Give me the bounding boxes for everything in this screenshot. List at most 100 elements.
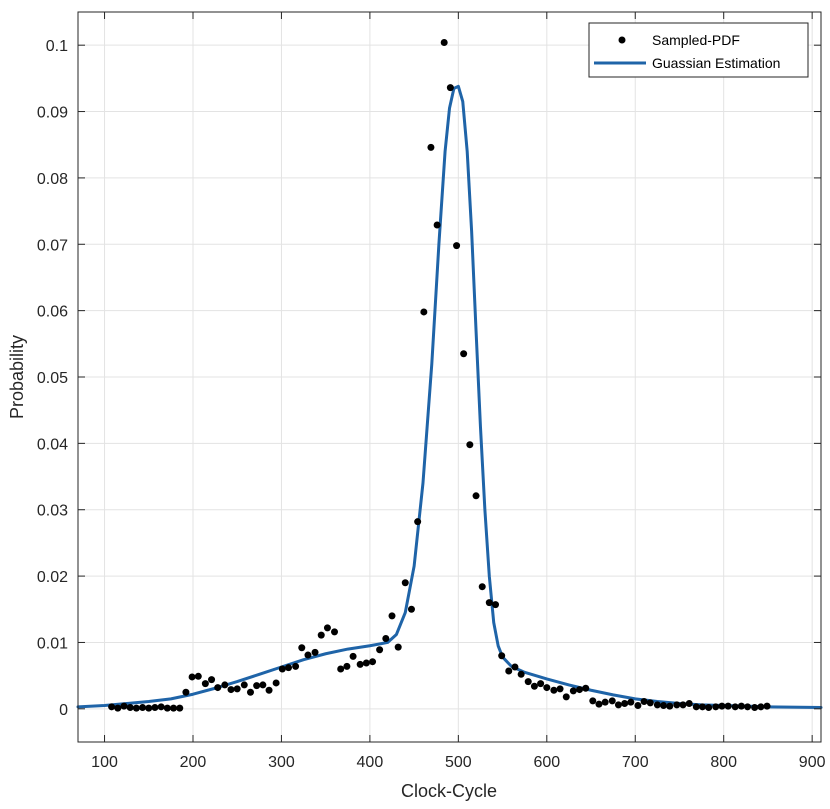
sampled-pdf-point bbox=[472, 492, 480, 500]
sampled-pdf-point bbox=[478, 583, 486, 591]
sampled-pdf-point bbox=[323, 624, 331, 632]
x-tick-label: 400 bbox=[357, 754, 384, 771]
y-tick-label: 0.02 bbox=[37, 569, 68, 586]
sampled-pdf-point bbox=[562, 693, 570, 701]
sampled-pdf-point bbox=[608, 697, 616, 705]
sampled-pdf-point bbox=[145, 704, 153, 712]
y-tick-label: 0.04 bbox=[37, 436, 68, 453]
gaussian-estimation-line bbox=[76, 84, 823, 709]
x-tick-label: 500 bbox=[445, 754, 472, 771]
sampled-pdf-point bbox=[388, 612, 396, 620]
x-axis-label: Clock-Cycle bbox=[401, 781, 497, 801]
sampled-pdf-point bbox=[601, 698, 609, 706]
sampled-pdf-point bbox=[556, 685, 564, 693]
sampled-pdf-point bbox=[214, 684, 222, 692]
sampled-pdf-point bbox=[589, 697, 597, 705]
legend: Sampled-PDF Guassian Estimation bbox=[588, 22, 809, 78]
sampled-pdf-point bbox=[414, 518, 422, 526]
sampled-pdf-point bbox=[285, 664, 293, 672]
x-tick-label: 200 bbox=[180, 754, 207, 771]
sampled-pdf-point bbox=[176, 704, 184, 712]
sampled-pdf-point bbox=[698, 703, 706, 711]
sampled-pdf-point bbox=[427, 143, 435, 151]
sampled-pdf-point bbox=[382, 634, 390, 642]
sampled-pdf-point bbox=[692, 703, 700, 711]
x-tick-label: 800 bbox=[710, 754, 737, 771]
sampled-pdf-point bbox=[240, 681, 248, 689]
sampled-pdf-point bbox=[170, 704, 178, 712]
sampled-pdf-point bbox=[679, 701, 687, 709]
sampled-pdf-point bbox=[634, 702, 642, 709]
sampled-pdf-point bbox=[646, 699, 654, 707]
sampled-pdf-point bbox=[265, 686, 273, 694]
sampled-pdf-point bbox=[550, 686, 558, 694]
sampled-pdf-point bbox=[420, 308, 428, 316]
sampled-pdf-point bbox=[751, 703, 759, 711]
legend-label-sampled-pdf: Sampled-PDF bbox=[652, 32, 740, 48]
sampled-pdf-point bbox=[163, 704, 171, 712]
sampled-pdf-point bbox=[705, 703, 713, 711]
y-axis-label: Probability bbox=[7, 335, 27, 419]
sampled-pdf-point bbox=[673, 701, 681, 709]
sampled-pdf-point bbox=[298, 644, 306, 652]
sampled-pdf-point bbox=[227, 686, 235, 694]
x-tick-label: 600 bbox=[533, 754, 560, 771]
sampled-pdf-point bbox=[120, 702, 128, 710]
sampled-pdf-point bbox=[569, 687, 577, 695]
sampled-pdf-point bbox=[530, 682, 538, 690]
sampled-pdf-point bbox=[492, 601, 499, 609]
sampled-pdf-point bbox=[614, 701, 622, 709]
sampled-pdf-point bbox=[440, 39, 448, 47]
sampled-pdf-point bbox=[356, 660, 364, 668]
sampled-pdf-point bbox=[453, 242, 461, 250]
sampled-pdf-point bbox=[685, 700, 693, 708]
sampled-pdf-point bbox=[524, 678, 532, 686]
sampled-pdf-point bbox=[394, 643, 402, 651]
legend-box bbox=[588, 22, 809, 78]
y-tick-label: 0.07 bbox=[37, 237, 68, 254]
legend-label-gaussian-estimation: Guassian Estimation bbox=[652, 55, 780, 71]
sampled-pdf-point bbox=[731, 703, 739, 711]
sampled-pdf-point bbox=[108, 703, 116, 711]
sampled-pdf-point bbox=[660, 702, 668, 709]
sampled-pdf-point bbox=[208, 676, 216, 684]
x-tick-label: 700 bbox=[622, 754, 649, 771]
y-tick-label: 0.06 bbox=[37, 304, 68, 321]
sampled-pdf-point bbox=[505, 667, 513, 675]
sampled-pdf-point bbox=[582, 684, 590, 692]
sampled-pdf-point bbox=[460, 350, 468, 358]
sampled-pdf-point bbox=[763, 702, 771, 710]
sampled-pdf-point bbox=[744, 703, 752, 711]
y-tick-label: 0.1 bbox=[46, 38, 68, 55]
sampled-pdf-point bbox=[407, 605, 415, 613]
sampled-pdf-point bbox=[376, 646, 384, 654]
legend-marker-sampled-pdf bbox=[618, 36, 626, 44]
sampled-pdf-point bbox=[543, 684, 551, 692]
sampled-pdf-point bbox=[343, 662, 351, 670]
sampled-pdf-point bbox=[114, 704, 122, 712]
sampled-pdf-point bbox=[718, 702, 726, 710]
sampled-pdf-point bbox=[517, 670, 525, 678]
sampled-pdf-point bbox=[331, 628, 339, 636]
sampled-pdf-point bbox=[246, 688, 254, 696]
sampled-pdf-point bbox=[201, 680, 209, 688]
sampled-pdf-point bbox=[253, 682, 261, 690]
sampled-pdf-point bbox=[576, 686, 584, 694]
sampled-pdf-point bbox=[537, 680, 545, 688]
series-layer bbox=[76, 39, 823, 712]
sampled-pdf-point bbox=[337, 665, 345, 673]
y-tick-label: 0.08 bbox=[37, 171, 68, 188]
sampled-pdf-point bbox=[272, 679, 280, 687]
sampled-pdf-point bbox=[132, 704, 140, 712]
sampled-pdf-point bbox=[259, 681, 267, 689]
sampled-pdf-point bbox=[712, 703, 720, 711]
sampled-pdf-point bbox=[757, 703, 765, 711]
sampled-pdf-point bbox=[485, 599, 493, 607]
sampled-pdf-point bbox=[311, 648, 319, 656]
sampled-pdf-point bbox=[362, 659, 370, 667]
sampled-pdf-point bbox=[498, 652, 506, 660]
y-tick-label: 0.01 bbox=[37, 635, 68, 652]
x-tick-label: 100 bbox=[91, 754, 118, 771]
sampled-pdf-point bbox=[621, 700, 629, 708]
